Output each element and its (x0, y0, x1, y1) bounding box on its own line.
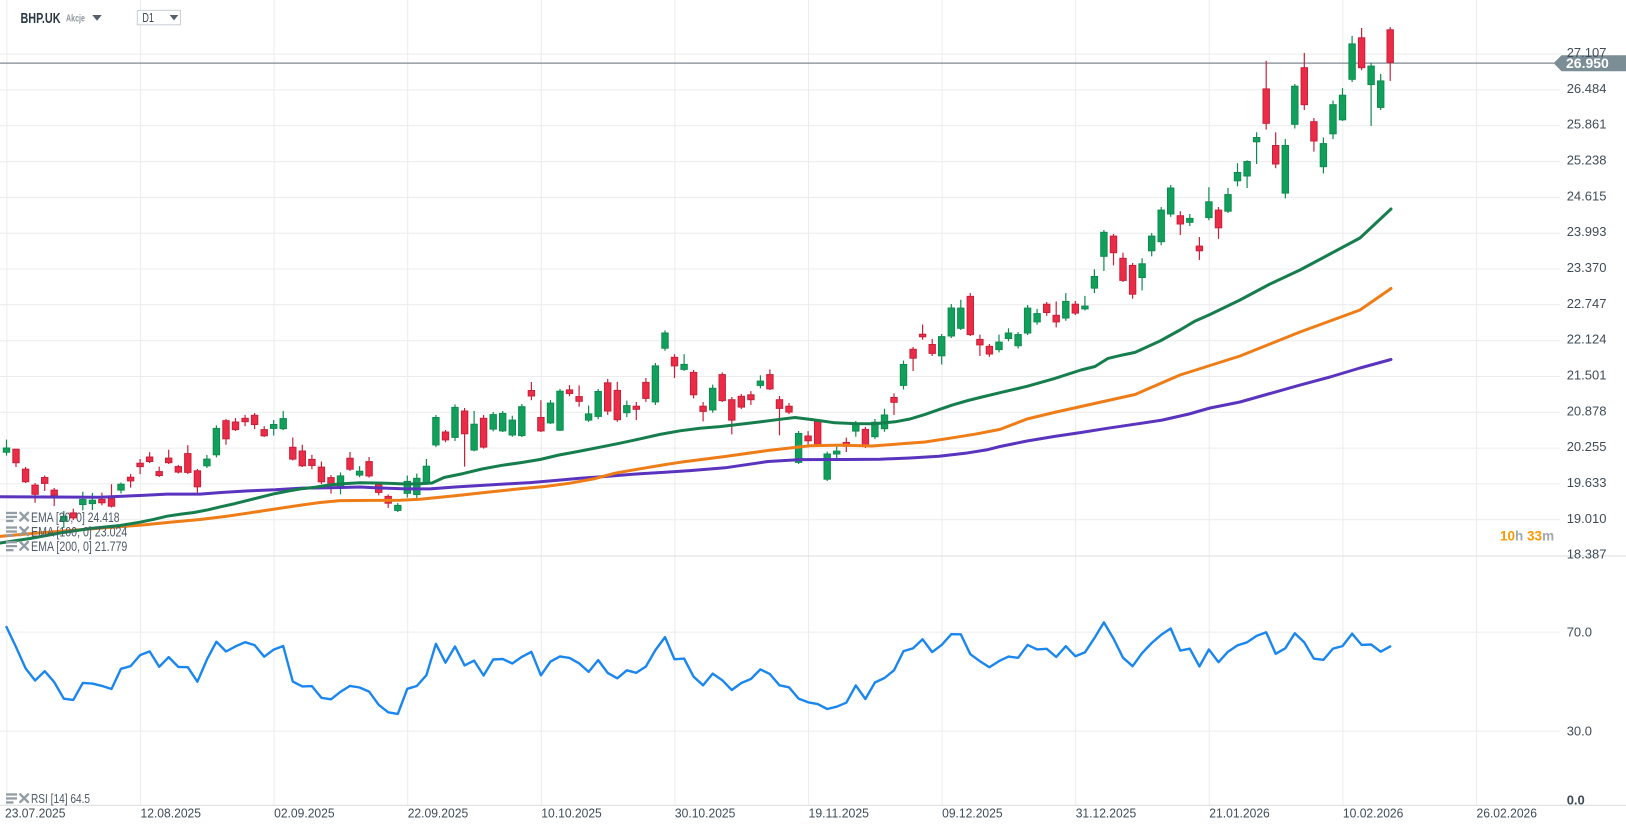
svg-text:EMA [20, 0] 24.418: EMA [20, 0] 24.418 (31, 510, 120, 525)
svg-text:23.370: 23.370 (1567, 260, 1607, 275)
svg-text:26.484: 26.484 (1567, 81, 1607, 96)
svg-text:20.255: 20.255 (1567, 439, 1607, 454)
svg-text:26.02.2026: 26.02.2026 (1477, 806, 1538, 821)
svg-text:26.950: 26.950 (1566, 55, 1609, 71)
svg-text:22.09.2025: 22.09.2025 (408, 806, 469, 821)
svg-text:EMA [200, 0] 21.779: EMA [200, 0] 21.779 (31, 539, 127, 554)
svg-text:BHP.UK: BHP.UK (21, 11, 61, 27)
svg-text:12.08.2025: 12.08.2025 (141, 806, 202, 821)
svg-text:27.107: 27.107 (1567, 45, 1607, 60)
svg-text:18.387: 18.387 (1567, 547, 1607, 562)
svg-text:24.615: 24.615 (1567, 188, 1607, 203)
svg-text:30.0: 30.0 (1567, 724, 1592, 739)
svg-text:Akcje: Akcje (66, 13, 85, 25)
svg-text:02.09.2025: 02.09.2025 (274, 806, 335, 821)
svg-text:RSI [14] 64.5: RSI [14] 64.5 (31, 791, 90, 806)
svg-text:22.747: 22.747 (1567, 296, 1607, 311)
svg-text:31.12.2025: 31.12.2025 (1076, 806, 1137, 821)
svg-text:30.10.2025: 30.10.2025 (675, 806, 736, 821)
svg-text:25.861: 25.861 (1567, 117, 1607, 132)
svg-text:23.993: 23.993 (1567, 224, 1607, 239)
svg-text:21.01.2026: 21.01.2026 (1209, 806, 1270, 821)
svg-text:20.878: 20.878 (1567, 403, 1607, 418)
svg-text:19.11.2025: 19.11.2025 (809, 806, 870, 821)
svg-text:21.501: 21.501 (1567, 368, 1607, 383)
svg-text:0.0: 0.0 (1567, 792, 1585, 807)
svg-text:D1: D1 (142, 11, 154, 25)
svg-text:19.010: 19.010 (1567, 511, 1607, 526)
svg-text:23.07.2025: 23.07.2025 (5, 806, 66, 821)
svg-text:22.124: 22.124 (1567, 332, 1607, 347)
svg-text:EMA [100, 0] 23.024: EMA [100, 0] 23.024 (31, 524, 128, 539)
svg-text:10h 33m: 10h 33m (1500, 529, 1554, 544)
svg-text:25.238: 25.238 (1567, 153, 1607, 168)
svg-text:10.10.2025: 10.10.2025 (541, 806, 602, 821)
svg-text:19.633: 19.633 (1567, 475, 1607, 490)
svg-text:09.12.2025: 09.12.2025 (942, 806, 1003, 821)
svg-text:70.0: 70.0 (1567, 625, 1592, 640)
svg-text:10.02.2026: 10.02.2026 (1343, 806, 1404, 821)
